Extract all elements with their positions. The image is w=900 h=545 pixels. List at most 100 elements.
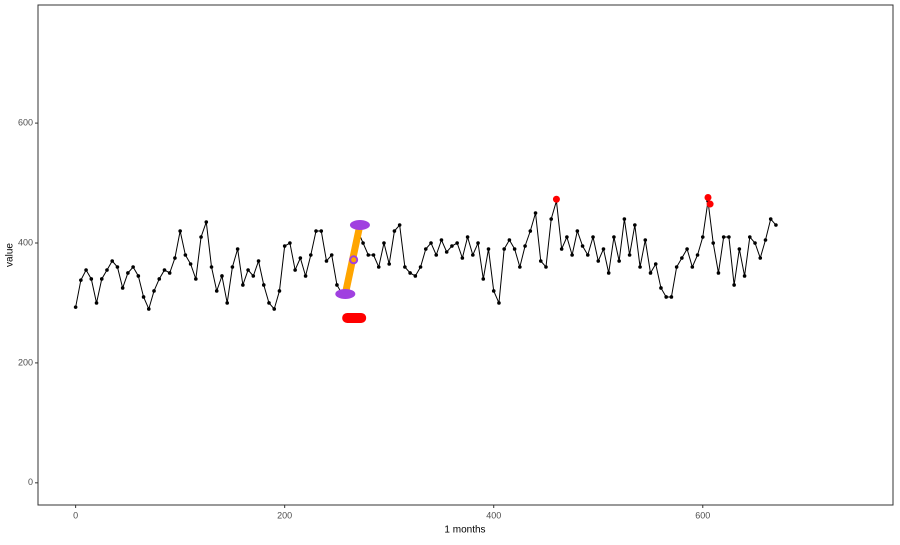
data-point bbox=[491, 289, 496, 293]
data-point bbox=[721, 235, 726, 239]
data-point bbox=[700, 235, 705, 239]
data-point bbox=[444, 250, 449, 254]
data-point bbox=[680, 256, 684, 260]
data-point bbox=[324, 259, 329, 263]
endpoint bbox=[349, 220, 370, 231]
data-point bbox=[293, 268, 297, 272]
data-point bbox=[413, 274, 418, 278]
data-point bbox=[753, 241, 757, 245]
highlight-line bbox=[341, 224, 364, 295]
data-point bbox=[79, 278, 83, 282]
data-point bbox=[690, 265, 695, 269]
data-point bbox=[596, 259, 601, 263]
data-point bbox=[742, 274, 747, 278]
data-point bbox=[272, 307, 277, 311]
data-point bbox=[84, 268, 88, 272]
red-band bbox=[342, 312, 367, 323]
data-point bbox=[580, 244, 585, 248]
data-point bbox=[335, 283, 339, 287]
data-point bbox=[382, 241, 386, 245]
data-point bbox=[157, 277, 162, 281]
data-point bbox=[763, 238, 768, 242]
data-point bbox=[230, 265, 235, 269]
data-point bbox=[585, 253, 590, 257]
x-tick-label: 400 bbox=[486, 510, 501, 520]
x-axis-title: 1 months bbox=[444, 525, 485, 536]
data-point bbox=[288, 241, 292, 245]
data-point bbox=[434, 253, 439, 257]
data-point bbox=[136, 274, 141, 278]
data-point bbox=[94, 301, 99, 305]
panel bbox=[37, 4, 894, 506]
data-point bbox=[507, 238, 512, 242]
data-point bbox=[397, 223, 402, 227]
data-point bbox=[214, 289, 219, 293]
data-point bbox=[220, 274, 224, 278]
data-point bbox=[486, 247, 491, 251]
data-point bbox=[528, 229, 533, 233]
data-point bbox=[659, 286, 663, 290]
data-point bbox=[194, 277, 198, 281]
endpoint bbox=[335, 288, 356, 299]
data-point bbox=[256, 259, 261, 263]
data-point bbox=[774, 223, 778, 227]
data-point bbox=[329, 253, 334, 257]
data-point bbox=[152, 289, 156, 293]
data-point bbox=[105, 268, 109, 272]
data-point bbox=[429, 241, 433, 245]
data-point bbox=[748, 235, 752, 239]
data-point bbox=[199, 235, 203, 239]
data-point bbox=[643, 238, 648, 242]
data-point bbox=[476, 241, 480, 245]
data-point bbox=[768, 217, 773, 221]
data-point bbox=[481, 277, 486, 281]
red-point bbox=[706, 200, 714, 208]
data-point bbox=[727, 235, 731, 239]
data-point bbox=[570, 253, 574, 257]
data-point bbox=[251, 274, 256, 278]
y-tick-label: 400 bbox=[18, 237, 33, 247]
data-point bbox=[267, 301, 271, 305]
data-point bbox=[392, 229, 397, 233]
data-point bbox=[188, 262, 193, 266]
data-point bbox=[606, 271, 611, 275]
data-point bbox=[408, 271, 412, 275]
data-point bbox=[627, 253, 632, 257]
data-point bbox=[695, 253, 700, 257]
data-point bbox=[376, 265, 381, 269]
data-point bbox=[549, 217, 554, 221]
data-point bbox=[120, 286, 125, 290]
data-point bbox=[512, 247, 517, 251]
data-point bbox=[89, 277, 94, 281]
data-point bbox=[565, 235, 569, 239]
data-point bbox=[418, 265, 423, 269]
red-point bbox=[552, 195, 560, 203]
data-point bbox=[73, 305, 78, 309]
data-point bbox=[612, 235, 616, 239]
data-point bbox=[277, 289, 282, 293]
data-point bbox=[209, 265, 214, 269]
data-point bbox=[167, 271, 172, 275]
data-point bbox=[99, 277, 104, 281]
data-point bbox=[638, 265, 642, 269]
data-point bbox=[591, 235, 595, 239]
data-point bbox=[732, 283, 736, 287]
data-point bbox=[669, 295, 674, 299]
data-point bbox=[126, 271, 130, 275]
data-point bbox=[737, 247, 742, 251]
data-point bbox=[162, 268, 167, 272]
data-point bbox=[387, 262, 391, 266]
data-point bbox=[423, 247, 428, 251]
data-point bbox=[617, 259, 621, 263]
data-point bbox=[298, 256, 303, 260]
data-point bbox=[115, 265, 120, 269]
data-point bbox=[653, 262, 658, 266]
data-point bbox=[371, 253, 376, 257]
open-point bbox=[349, 255, 359, 265]
data-point bbox=[261, 283, 266, 287]
y-tick-label: 0 bbox=[28, 477, 33, 487]
data-point bbox=[716, 271, 721, 275]
data-point bbox=[173, 256, 177, 260]
data-point bbox=[178, 229, 182, 233]
data-point bbox=[460, 256, 465, 260]
